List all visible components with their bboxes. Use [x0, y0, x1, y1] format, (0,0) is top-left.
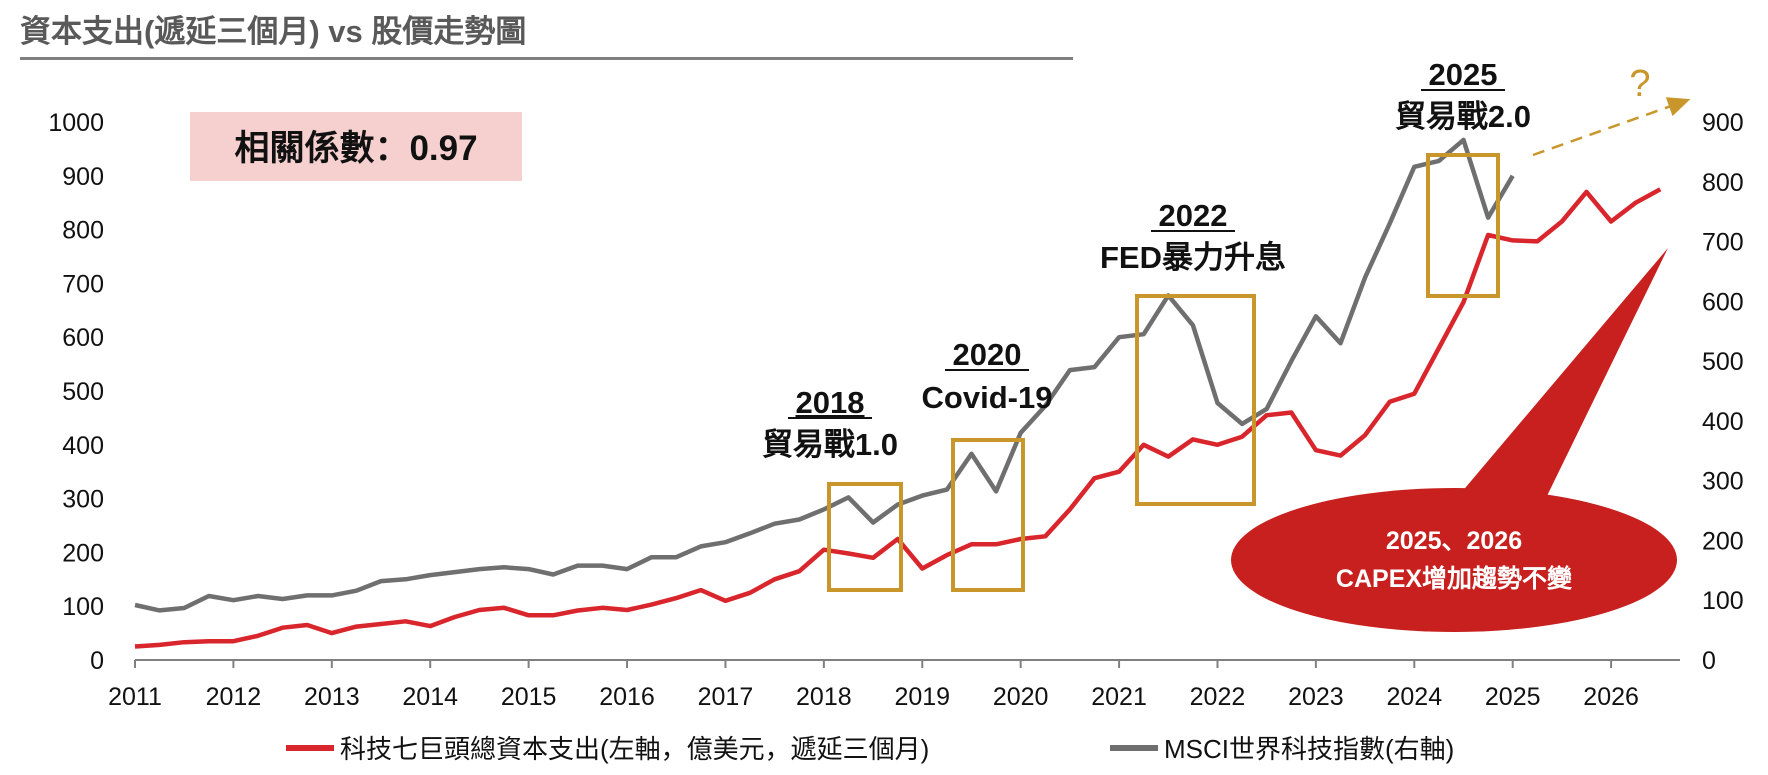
right-tick-label: 300 — [1702, 468, 1744, 496]
callout-bubble — [1231, 488, 1677, 632]
x-tick-label: 2015 — [501, 683, 557, 711]
left-tick-label: 800 — [62, 217, 104, 245]
x-tick-label: 2016 — [599, 683, 655, 711]
correlation-badge — [190, 112, 522, 181]
x-tick-label: 2012 — [206, 683, 262, 711]
left-tick-label: 0 — [90, 647, 104, 675]
right-tick-label: 600 — [1702, 288, 1744, 316]
x-tick-label: 2020 — [993, 683, 1049, 711]
left-tick-label: 500 — [62, 378, 104, 406]
right-tick-label: 0 — [1702, 647, 1716, 675]
callout-pointer — [1455, 248, 1668, 500]
left-tick-label: 400 — [62, 432, 104, 460]
right-tick-label: 500 — [1702, 348, 1744, 376]
x-tick-label: 2024 — [1386, 683, 1442, 711]
title-divider — [20, 57, 1073, 60]
left-tick-label: 300 — [62, 486, 104, 514]
x-tick-label: 2011 — [108, 683, 162, 711]
event-year-2025: 2025 — [1429, 57, 1498, 92]
event-label-2025: 貿易戰2.0 — [1395, 99, 1531, 134]
event-year-2018: 2018 — [796, 385, 865, 420]
x-tick-label: 2013 — [304, 683, 360, 711]
event-box-2025 — [1426, 153, 1500, 298]
callout-line2: CAPEX增加趨勢不變 — [1336, 564, 1573, 593]
x-tick-label: 2022 — [1190, 683, 1246, 711]
x-tick-label: 2026 — [1583, 683, 1639, 711]
right-tick-label: 400 — [1702, 408, 1744, 436]
legend-label-msci: MSCI世界科技指數(右軸) — [1164, 734, 1454, 764]
legend-label-capex: 科技七巨頭總資本支出(左軸，億美元，遞延三個月) — [340, 734, 929, 764]
correlation-label: 相關係數：0.97 — [234, 129, 477, 168]
left-tick-label: 100 — [62, 593, 104, 621]
page-title: 資本支出(遞延三個月) vs 股價走勢圖 — [20, 14, 527, 49]
event-label-2020: Covid-19 — [922, 380, 1053, 415]
series-line-msci — [134, 137, 1515, 613]
event-year-2022: 2022 — [1159, 198, 1228, 233]
x-tick-label: 2025 — [1485, 683, 1541, 711]
trend-arrow — [1532, 97, 1691, 157]
x-tick-label: 2021 — [1091, 683, 1147, 711]
event-year-2020: 2020 — [953, 337, 1022, 372]
right-tick-label: 700 — [1702, 229, 1744, 257]
left-tick-label: 1000 — [48, 109, 104, 137]
event-box-2022 — [1135, 294, 1256, 506]
event-box-2020 — [951, 438, 1025, 592]
event-label-2022: FED暴力升息 — [1100, 240, 1286, 275]
x-tick-label: 2019 — [894, 683, 950, 711]
event-box-2018 — [827, 482, 903, 592]
event-label-2018: 貿易戰1.0 — [762, 427, 898, 462]
series-line-capex — [134, 187, 1662, 649]
left-tick-label: 700 — [62, 270, 104, 298]
right-tick-label: 900 — [1702, 109, 1744, 137]
left-tick-label: 900 — [62, 163, 104, 191]
x-tick-label: 2017 — [698, 683, 754, 711]
left-tick-label: 200 — [62, 539, 104, 567]
callout-line1: 2025、2026 — [1386, 527, 1522, 555]
left-tick-label: 600 — [62, 324, 104, 352]
x-tick-label: 2014 — [402, 683, 458, 711]
right-tick-label: 100 — [1702, 587, 1744, 615]
x-tick-label: 2023 — [1288, 683, 1344, 711]
right-tick-label: 800 — [1702, 169, 1744, 197]
question-mark: ? — [1629, 63, 1650, 105]
right-tick-label: 200 — [1702, 527, 1744, 555]
x-tick-label: 2018 — [796, 683, 852, 711]
